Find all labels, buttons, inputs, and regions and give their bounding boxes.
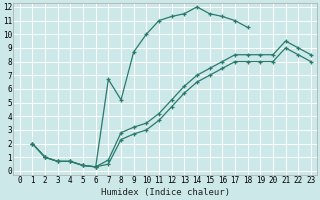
X-axis label: Humidex (Indice chaleur): Humidex (Indice chaleur): [101, 188, 230, 197]
